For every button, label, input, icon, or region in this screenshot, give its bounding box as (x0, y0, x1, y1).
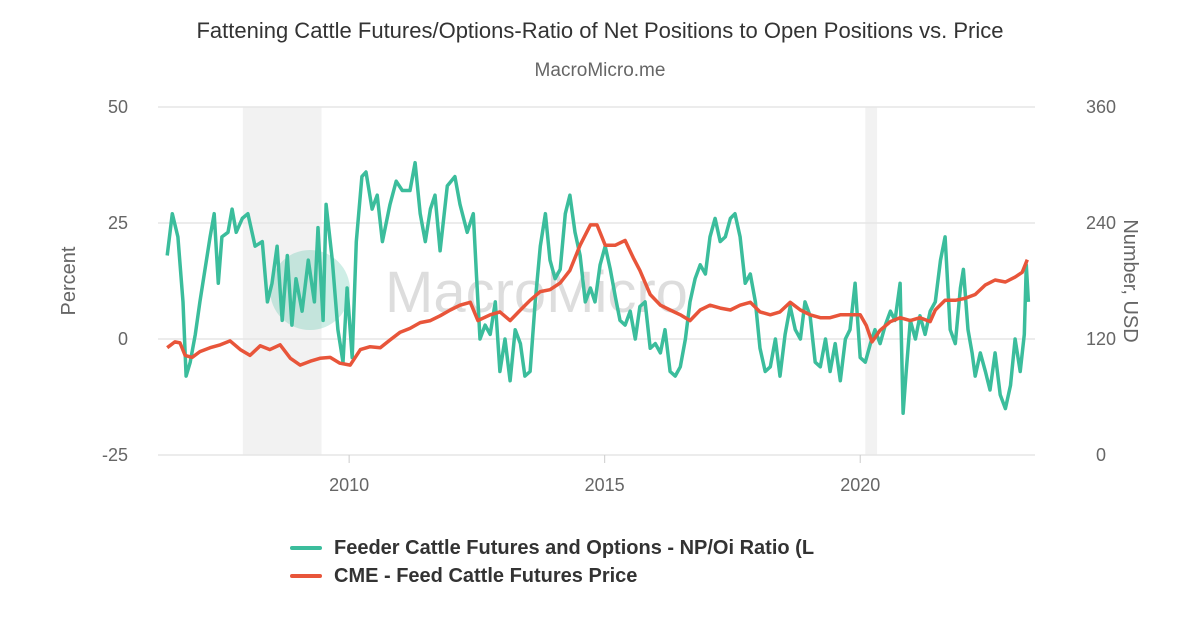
y-right-tick-label: 240 (1086, 213, 1116, 233)
x-tick-label: 2010 (329, 475, 369, 495)
legend-swatch-green (290, 546, 322, 550)
y-left-tick-label: 25 (108, 213, 128, 233)
y-right-axis-title: Number, USD (1119, 219, 1141, 342)
y-left-axis-title: Percent (58, 246, 80, 315)
y-right-tick-label: 0 (1096, 445, 1106, 465)
legend-label: Feeder Cattle Futures and Options - NP/O… (334, 536, 815, 559)
chart-subtitle: MacroMicro.me (534, 60, 666, 81)
legend-swatch-red (290, 574, 322, 578)
chart-title: Fattening Cattle Futures/Options-Ratio o… (196, 18, 1004, 43)
legend: Feeder Cattle Futures and Options - NP/O… (290, 534, 814, 590)
recession-shading (242, 107, 322, 455)
y-left-tick-label: -25 (102, 445, 128, 465)
x-tick-label: 2015 (585, 475, 625, 495)
legend-item-futures-price[interactable]: CME - Feed Cattle Futures Price (290, 562, 814, 590)
recession-shading (865, 107, 878, 455)
y-right-tick-label: 120 (1086, 329, 1116, 349)
y-left-tick-label: 50 (108, 97, 128, 117)
legend-label: CME - Feed Cattle Futures Price (334, 564, 638, 587)
x-tick-label: 2020 (840, 475, 880, 495)
legend-item-np-oi-ratio[interactable]: Feeder Cattle Futures and Options - NP/O… (290, 534, 814, 562)
y-right-tick-label: 360 (1086, 97, 1116, 117)
y-left-tick-label: 0 (118, 329, 128, 349)
series-line-futures-price (166, 223, 1029, 367)
series-line-np-oi-ratio (165, 160, 1031, 415)
